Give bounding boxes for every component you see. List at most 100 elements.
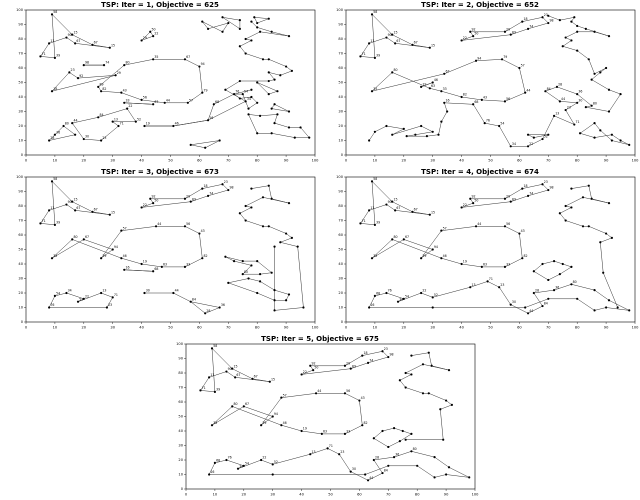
x-tick-label: 80 <box>575 326 580 330</box>
city-node <box>361 424 364 427</box>
city-node <box>576 93 579 96</box>
city-node <box>428 87 431 90</box>
city-node <box>394 42 397 45</box>
city-node-label: 71 <box>362 52 366 56</box>
x-tick-label: 50 <box>488 159 493 163</box>
city-node-label: 67 <box>94 207 98 211</box>
tour-path <box>527 134 549 138</box>
y-tick-label: 60 <box>178 400 183 404</box>
city-node-label: 90 <box>68 200 72 204</box>
city-node <box>82 137 85 141</box>
city-node-label: 35 <box>213 421 217 425</box>
x-tick-label: 50 <box>168 159 173 163</box>
city-node <box>143 124 146 128</box>
city-node <box>628 309 631 312</box>
y-tick-label: 0 <box>341 320 344 324</box>
x-tick-label: 100 <box>312 326 320 330</box>
x-tick-label: 40 <box>139 159 144 163</box>
city-node <box>250 39 253 42</box>
city-node <box>256 101 259 104</box>
y-tick-label: 70 <box>18 219 23 223</box>
city-node <box>290 69 293 72</box>
y-tick-label: 20 <box>18 291 23 295</box>
city-node <box>271 463 274 466</box>
city-node <box>561 45 564 48</box>
x-tick-label: 0 <box>25 159 28 163</box>
y-tick-label: 70 <box>338 219 343 223</box>
city-node-label: 18 <box>523 184 527 188</box>
city-node <box>258 30 262 33</box>
city-node-label: 30 <box>578 98 582 102</box>
city-node <box>558 100 561 103</box>
city-node <box>472 202 475 205</box>
city-node <box>532 270 535 273</box>
city-node <box>126 107 129 110</box>
city-node <box>312 369 315 372</box>
city-node <box>445 399 448 402</box>
city-node <box>227 21 230 25</box>
city-node-label: 30 <box>512 300 516 304</box>
city-node <box>349 470 352 473</box>
city-node-label: 15 <box>73 197 77 201</box>
city-node <box>204 146 207 149</box>
city-node <box>587 225 590 228</box>
city-node <box>576 49 579 52</box>
x-tick-label: 100 <box>632 159 640 163</box>
city-node <box>547 297 550 300</box>
city-node-label: 23 <box>544 13 548 17</box>
city-node <box>242 464 245 467</box>
city-node <box>287 110 291 113</box>
city-node-label: 56 <box>506 97 510 101</box>
city-node <box>114 74 117 77</box>
city-node <box>433 456 436 459</box>
city-node <box>247 107 250 110</box>
city-node <box>372 437 375 440</box>
city-node <box>394 209 397 212</box>
city-node-label: 82 <box>203 254 207 258</box>
city-node <box>140 39 143 42</box>
city-node <box>359 222 362 225</box>
city-node <box>172 124 175 128</box>
city-node <box>416 464 419 467</box>
city-node <box>573 16 576 19</box>
city-node <box>231 405 234 408</box>
city-node <box>366 361 370 364</box>
city-node-label: 22 <box>463 203 467 207</box>
tour-path <box>144 93 246 127</box>
city-node-label: 34 <box>247 97 251 101</box>
city-node-label: 89 <box>192 197 196 201</box>
x-tick-label: 100 <box>632 326 640 330</box>
city-node <box>544 90 547 93</box>
city-node-label: 56 <box>346 389 350 393</box>
city-node <box>261 225 265 228</box>
city-node <box>607 299 611 302</box>
city-node-label: 76 <box>388 289 392 293</box>
city-node <box>267 225 270 228</box>
city-node <box>420 124 423 128</box>
city-node <box>392 427 396 430</box>
city-node-label: 67 <box>236 373 240 377</box>
city-node-label: 22 <box>303 370 307 374</box>
city-node <box>370 13 374 16</box>
city-node-label: 35 <box>373 87 377 91</box>
city-node-label: 33 <box>186 263 190 267</box>
city-node <box>521 20 524 23</box>
city-node-label: 22 <box>85 294 89 298</box>
tour-path <box>444 15 621 147</box>
city-node <box>619 139 622 142</box>
city-node-label: 56 <box>143 96 147 100</box>
city-node <box>431 130 434 133</box>
city-node-label: 33 <box>443 87 447 91</box>
city-node-label: 98 <box>550 186 554 190</box>
city-node <box>140 98 143 101</box>
city-node <box>445 473 448 476</box>
city-node <box>53 223 57 226</box>
city-node <box>270 132 273 135</box>
city-node <box>201 20 204 23</box>
city-node-label: 92 <box>151 194 155 198</box>
city-node <box>154 225 158 228</box>
city-node <box>97 116 100 119</box>
city-node-label: 33 <box>346 430 350 434</box>
y-tick-label: 10 <box>18 306 23 310</box>
city-node <box>65 291 68 295</box>
